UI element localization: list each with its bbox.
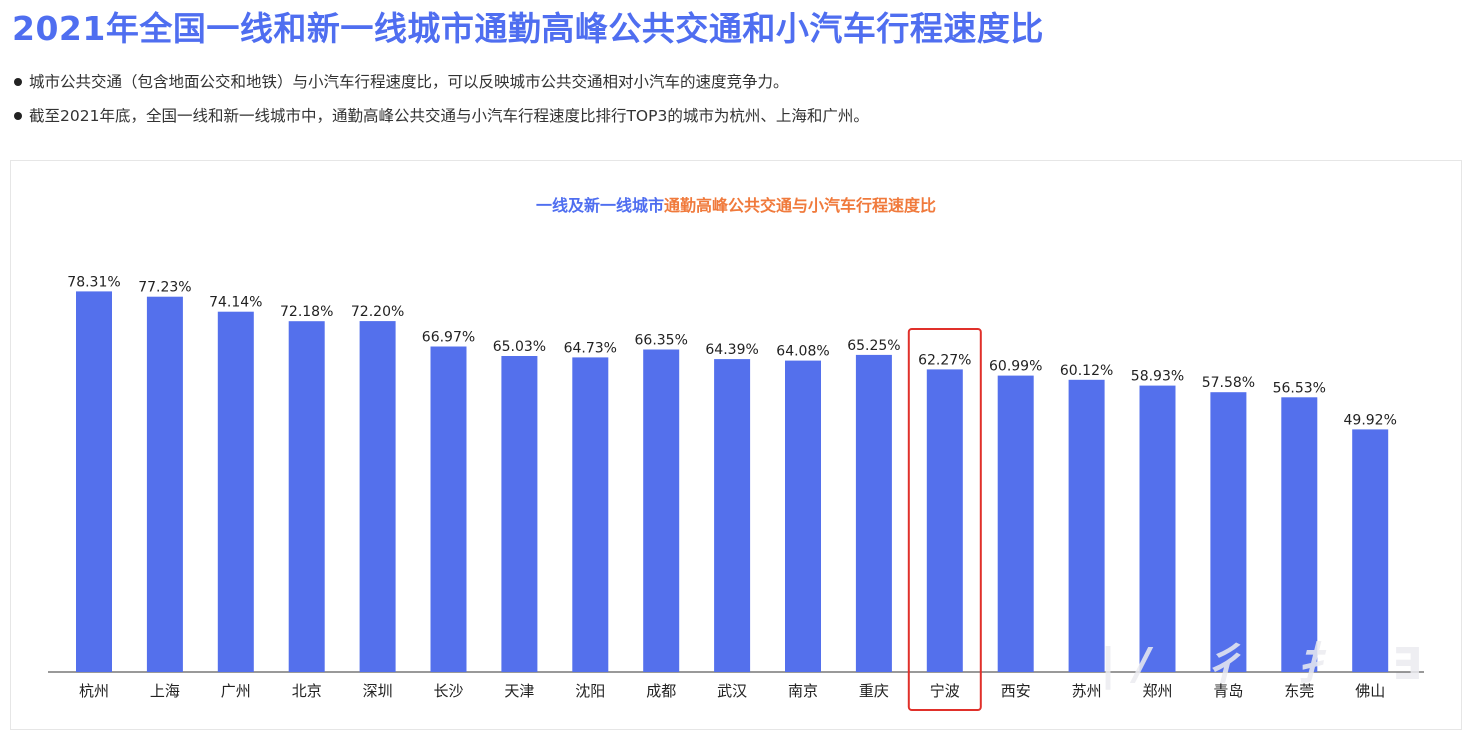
data-label: 66.35% [635,333,688,349]
x-tick-label: 杭州 [79,682,109,700]
data-label: 58.93% [1131,369,1184,385]
bar-长沙 [430,346,467,672]
bar-沈阳 [572,357,609,672]
x-tick-label: 东莞 [1284,682,1314,700]
x-tick-label: 深圳 [363,682,393,700]
bar-北京 [288,321,325,672]
bar-广州 [217,311,254,672]
x-tick-label: 南京 [788,682,818,700]
x-tick-label: 苏州 [1072,682,1102,700]
data-label: 60.12% [1060,363,1113,379]
bar-重庆 [855,354,892,672]
x-tick-label: 北京 [292,682,322,700]
data-label: 64.39% [705,342,758,358]
data-label: 60.99% [989,359,1042,375]
data-label: 57.58% [1202,375,1255,391]
data-label: 62.27% [918,352,971,368]
x-tick-label: 重庆 [859,682,889,700]
bar-武汉 [714,359,751,672]
x-tick-label: 佛山 [1355,682,1385,700]
bar-杭州 [76,291,112,672]
x-tick-label: 成都 [646,682,676,700]
bar-郑州 [1139,385,1176,672]
bar-深圳 [359,321,396,672]
bullet-dot-icon [14,112,22,120]
data-label: 77.23% [138,280,191,296]
data-label: 72.20% [351,304,404,320]
data-label: 56.53% [1273,380,1326,396]
chart-title-part1: 一线及新一线城市 [535,196,664,215]
bullet-dot-icon [14,78,22,86]
page-title: 2021年全国一线和新一线城市通勤高峰公共交通和小汽车行程速度比 [12,9,1044,48]
bar-西安 [997,375,1034,672]
data-label: 66.97% [422,330,475,346]
chart-title-part2: 通勤高峰公共交通与小汽车行程速度比 [664,196,937,215]
data-label: 74.14% [209,295,262,311]
x-tick-label: 上海 [150,682,180,700]
bar-南京 [785,360,821,672]
x-tick-label: 长沙 [433,682,463,700]
chart-title: 一线及新一线城市通勤高峰公共交通与小汽车行程速度比 [0,192,1472,216]
bar-佛山 [1352,429,1389,672]
x-tick-label: 广州 [221,682,251,700]
bullet-item: 城市公共交通（包含地面公交和地铁）与小汽车行程速度比，可以反映城市公共交通相对小… [12,72,869,92]
bar-苏州 [1068,379,1105,672]
data-label: 65.03% [493,339,546,355]
x-tick-label: 宁波 [930,682,960,700]
bullet-item: 截至2021年底，全国一线和新一线城市中，通勤高峰公共交通与小汽车行程速度比排行… [12,106,869,126]
x-tick-label: 郑州 [1142,682,1172,700]
bar-天津 [501,356,538,672]
bar-青岛 [1210,392,1247,672]
x-tick-label: 沈阳 [575,682,605,700]
bar-成都 [643,349,680,672]
bar-上海 [146,296,183,672]
data-label: 65.25% [847,338,900,354]
highlight-box [907,328,982,711]
bar-东莞 [1281,397,1318,672]
x-tick-label: 天津 [504,682,534,700]
x-tick-label: 武汉 [717,682,747,700]
data-label: 64.08% [776,344,829,360]
data-label: 78.31% [67,274,120,290]
bullet-text: 城市公共交通（包含地面公交和地铁）与小汽车行程速度比，可以反映城市公共交通相对小… [29,73,789,91]
data-label: 49.92% [1344,412,1397,428]
bar-宁波 [926,369,963,672]
summary-bullets: 城市公共交通（包含地面公交和地铁）与小汽车行程速度比，可以反映城市公共交通相对小… [12,72,869,140]
data-label: 64.73% [564,340,617,356]
data-label: 72.18% [280,304,333,320]
x-tick-label: 西安 [1001,682,1031,700]
bullet-text: 截至2021年底，全国一线和新一线城市中，通勤高峰公共交通与小汽车行程速度比排行… [29,107,869,125]
x-tick-label: 青岛 [1213,682,1243,700]
